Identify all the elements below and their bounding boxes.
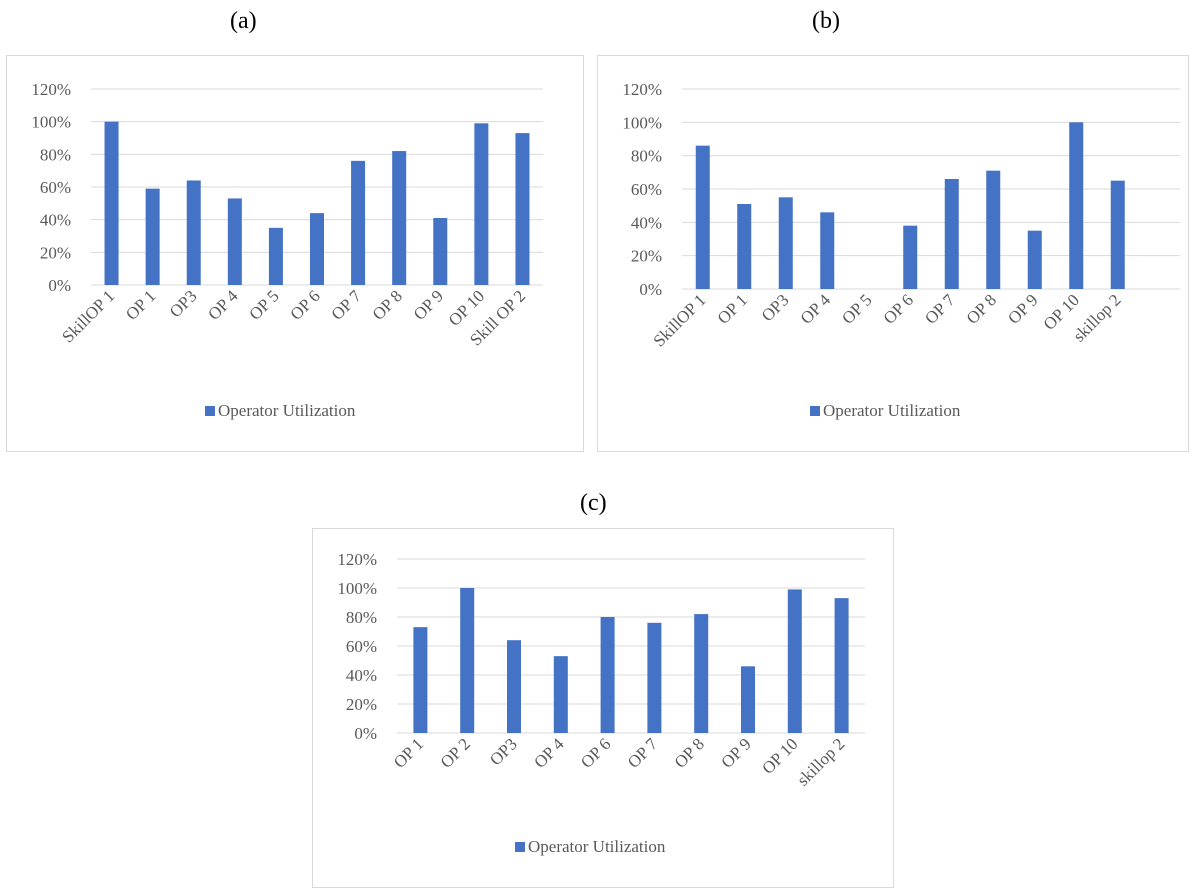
panel-label-a: (a): [230, 8, 257, 34]
bar-chart-a: 0%20%40%60%80%100%120%SkillOP 1 OP 1 OP3 OP…: [31, 80, 543, 420]
bar: [903, 225, 918, 289]
legend-swatch: [515, 842, 525, 852]
y-tick-label: 40%: [631, 213, 662, 232]
x-tick-label: OP 6: [880, 290, 917, 327]
x-tick-label: OP 5: [245, 286, 282, 323]
bar: [553, 656, 568, 733]
bar: [351, 160, 366, 285]
y-tick-label: 100%: [31, 113, 71, 132]
x-tick-label: OP3: [486, 734, 521, 769]
y-tick-label: 20%: [346, 695, 377, 714]
bar: [1069, 122, 1084, 289]
bar: [145, 188, 160, 285]
x-tick-label: OP 10: [758, 734, 801, 777]
chart-panel-b: 0% 20% 40% 60% 80% 100% 120% SkillOP 1 OP 1 OP3 OP…: [597, 55, 1189, 452]
y-tick-label: 60%: [631, 180, 662, 199]
bar: [820, 212, 835, 289]
y-tick-label: 40%: [40, 211, 71, 230]
x-tick-label: OP 8: [671, 734, 708, 771]
y-tick-label: 40%: [346, 666, 377, 685]
bar: [227, 198, 242, 285]
x-tick-label: OP 1: [390, 734, 427, 771]
legend-label: Operator Utilization: [823, 401, 961, 420]
bar: [474, 123, 489, 285]
bar: [694, 614, 709, 733]
bar: [834, 598, 849, 733]
y-tick-label: 80%: [346, 608, 377, 627]
x-tick-label: OP 1: [714, 290, 751, 327]
x-tick-label: OP 4: [204, 286, 242, 324]
chart-panel-a: 0% 20% 40% 60% 80% 100% 120% SkillOP 1 OP 1 OP3 OP…: [6, 55, 584, 452]
x-tick-label: OP 6: [577, 734, 614, 771]
x-tick-label: OP 8: [963, 290, 1000, 327]
bar: [1027, 230, 1042, 289]
x-tick-label: OP 7: [328, 286, 366, 324]
legend-swatch: [810, 406, 820, 416]
bar: [515, 133, 530, 285]
x-tick-label: OP3: [758, 290, 793, 325]
x-tick-label: OP 9: [410, 286, 447, 323]
x-tick-label: OP 4: [797, 290, 835, 328]
bar: [268, 227, 283, 285]
y-tick-label: 60%: [346, 637, 377, 656]
bar: [741, 666, 755, 733]
bar: [600, 617, 615, 733]
x-tick-label: OP 1: [122, 286, 159, 323]
bar: [186, 180, 201, 285]
bar: [944, 179, 959, 289]
bar: [433, 218, 448, 285]
x-tick-label: OP 7: [624, 734, 662, 772]
legend-label: Operator Utilization: [528, 837, 666, 856]
y-tick-label: 60%: [40, 178, 71, 197]
y-tick-label: 100%: [622, 113, 662, 132]
legend-swatch: [205, 406, 215, 416]
x-tick-label: OP3: [166, 286, 201, 321]
bar-chart-c: 0%20%40%60%80%100%120%OP 1 OP 2 OP3 OP 4 OP …: [337, 550, 865, 856]
x-tick-label: OP 9: [717, 734, 754, 771]
x-tick-label: OP 7: [921, 290, 959, 328]
x-tick-label: SkillOP 1: [649, 290, 709, 350]
bar: [310, 213, 324, 285]
y-tick-label: 80%: [40, 145, 71, 164]
bar: [507, 640, 521, 733]
bar: [647, 622, 662, 733]
chart-panel-c: 0% 20% 40% 60% 80% 100% 120% OP 1 OP 2 OP3 OP 4 OP …: [312, 528, 894, 888]
legend-label: Operator Utilization: [218, 401, 356, 420]
x-tick-label: OP 6: [286, 286, 323, 323]
bar: [413, 627, 428, 733]
bar: [104, 121, 119, 286]
x-tick-label: OP 9: [1004, 290, 1041, 327]
x-tick-label: skillop 2: [793, 734, 848, 789]
bar: [986, 170, 1001, 289]
y-tick-label: 80%: [631, 147, 662, 166]
y-tick-label: 0%: [354, 724, 377, 743]
y-tick-label: 20%: [631, 247, 662, 266]
x-tick-label: OP 4: [530, 734, 568, 772]
bar: [460, 588, 475, 733]
y-tick-label: 100%: [337, 579, 377, 598]
y-tick-label: 0%: [48, 276, 71, 295]
x-tick-label: OP 2: [437, 734, 474, 771]
y-tick-label: 120%: [337, 550, 377, 569]
x-tick-label: SkillOP 1: [58, 286, 118, 346]
bar: [787, 589, 802, 733]
bar: [695, 145, 710, 289]
x-tick-label: OP 8: [369, 286, 406, 323]
x-tick-label: OP 5: [838, 290, 875, 327]
bar: [1110, 180, 1125, 289]
panel-label-b: (b): [812, 8, 840, 34]
y-tick-label: 0%: [639, 280, 662, 299]
panel-label-c: (c): [580, 490, 607, 516]
y-tick-label: 120%: [31, 80, 71, 99]
bar: [392, 151, 407, 285]
y-tick-label: 20%: [40, 243, 71, 262]
bar: [778, 197, 793, 289]
bar-chart-b: 0%20%40%60%80%100%120%SkillOP 1 OP 1 OP3 OP…: [622, 80, 1180, 420]
bar: [737, 204, 752, 289]
y-tick-label: 120%: [622, 80, 662, 99]
